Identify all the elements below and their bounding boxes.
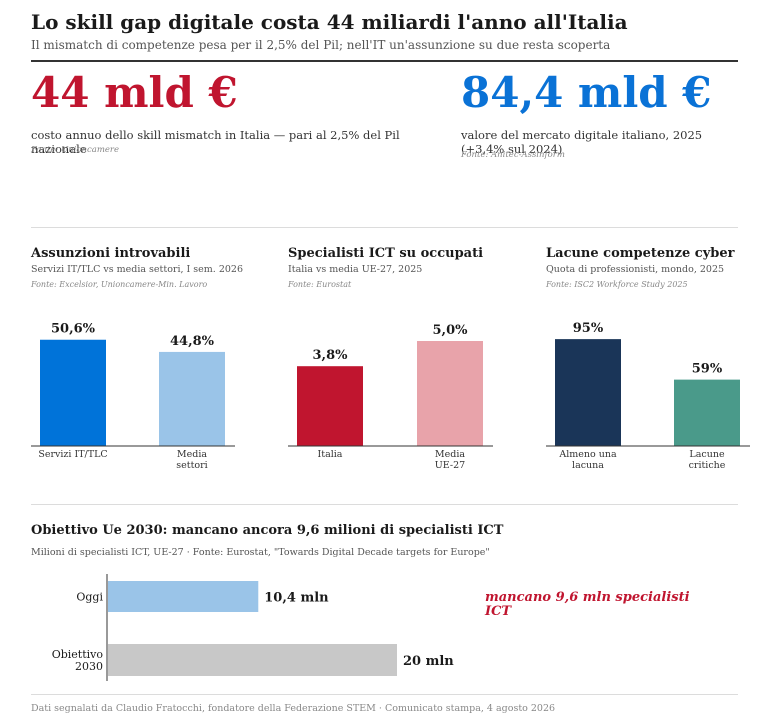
chart3-bar-0 (555, 339, 621, 446)
chart4-category-label-1: Obiettivo 2030 (52, 648, 104, 673)
kpi-digital-market-source: Fonte: Anitec-Assinform (461, 150, 565, 160)
header-rule (31, 60, 738, 62)
footer-note: Dati segnalati da Claudio Fratocchi, fon… (31, 703, 556, 714)
chart1-title: Assunzioni introvabili (31, 246, 191, 261)
chart1-bar-1 (159, 351, 225, 446)
chart4-category-label-0: Oggi (76, 591, 103, 604)
section-divider (31, 227, 738, 228)
chart3-value-label-0: 95% (573, 321, 604, 336)
kpi-skill-mismatch-desc: costo annuo dello skill mismatch in Ital… (31, 128, 400, 156)
gap-annotation: mancano 9,6 mln specialisti ICT (485, 590, 690, 619)
chart1-bar-0 (40, 339, 106, 446)
chart3-category-label-1: Lacune critiche (689, 449, 726, 471)
chart3-title: Lacune competenze cyber (546, 246, 735, 261)
chart1-source: Fonte: Excelsior, Unioncamere-Min. Lavor… (31, 280, 208, 289)
chart1-category-label-1: Media settori (176, 449, 207, 471)
chart2-bar-1 (417, 341, 483, 446)
chart3-source: Fonte: ISC2 Workforce Study 2025 (546, 280, 688, 289)
chart2-subtitle: Italia vs media UE-27, 2025 (288, 264, 423, 275)
footer-rule (31, 694, 738, 695)
chart2-source: Fonte: Eurostat (288, 280, 352, 289)
chart4-value-label-1: 20 mln (403, 654, 454, 669)
chart4-subtitle: Milioni di specialisti ICT, UE-27 · Font… (31, 547, 490, 558)
chart4-bar-1 (108, 644, 397, 676)
section-divider-2 (31, 504, 738, 505)
chart1-value-label-1: 44,8% (170, 334, 215, 349)
chart2-title: Specialisti ICT su occupati (288, 246, 484, 261)
kpi-skill-mismatch-value: 44 mld € (31, 68, 238, 117)
chart2-category-label-1: Media UE-27 (435, 449, 466, 471)
kpi-digital-market-value: 84,4 mld € (461, 68, 712, 117)
chart3-bar-1 (674, 379, 740, 446)
chart1-category-label-0: Servizi IT/TLC (38, 449, 107, 460)
page-subtitle: Il mismatch di competenze pesa per il 2,… (31, 38, 611, 52)
kpi-skill-mismatch-source: Fonte: Unioncamere (31, 145, 119, 155)
chart1-subtitle: Servizi IT/TLC vs media settori, I sem. … (31, 264, 244, 275)
chart3-value-label-1: 59% (692, 362, 723, 377)
chart4-value-label-0: 10,4 mln (264, 591, 329, 606)
chart2-value-label-1: 5,0% (433, 323, 469, 338)
kpi-digital-market-desc: valore del mercato digitale italiano, 20… (461, 128, 703, 156)
page-title: Lo skill gap digitale costa 44 miliardi … (31, 10, 628, 34)
chart2-value-label-0: 3,8% (313, 348, 349, 363)
chart3-subtitle: Quota di professionisti, mondo, 2025 (546, 264, 725, 275)
chart2-bar-0 (297, 366, 363, 446)
chart4-bar-0 (108, 581, 259, 612)
chart4-title: Obiettivo Ue 2030: mancano ancora 9,6 mi… (31, 523, 504, 538)
chart3-category-label-0: Almeno una lacuna (558, 449, 617, 471)
chart2-category-label-0: Italia (318, 449, 343, 460)
chart1-value-label-0: 50,6% (51, 322, 96, 337)
